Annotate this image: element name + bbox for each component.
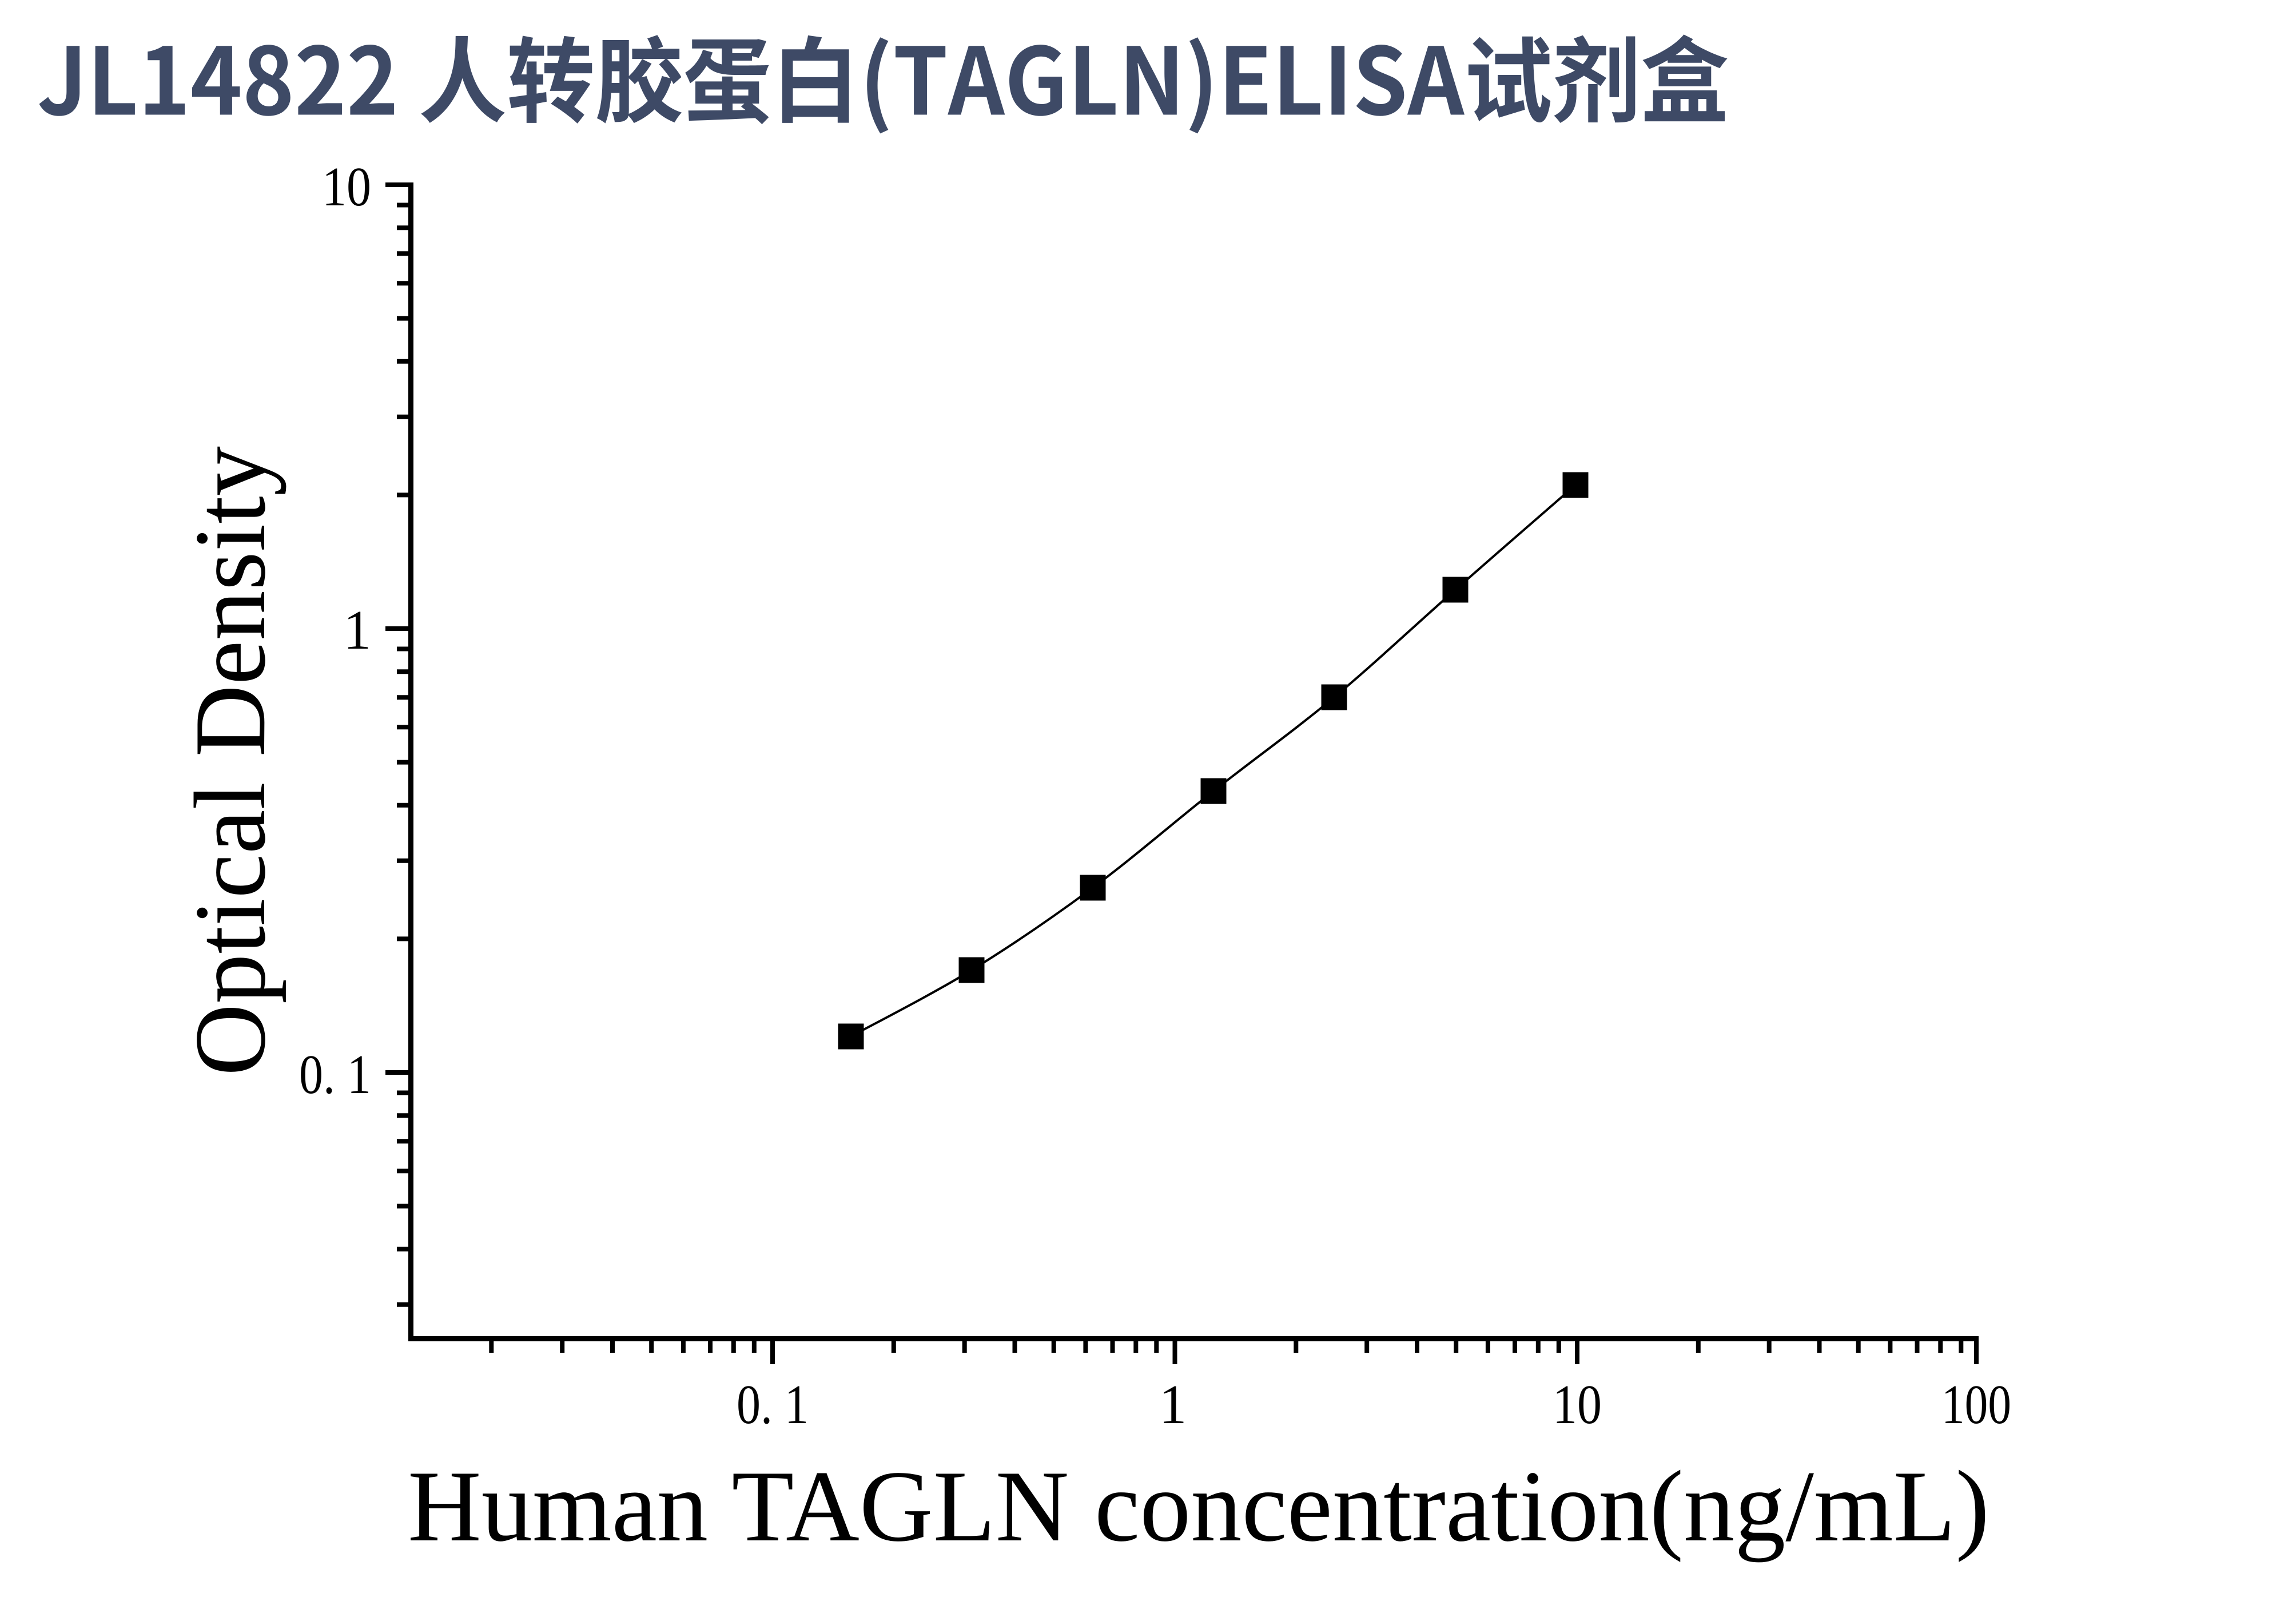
svg-text:1: 1 xyxy=(344,599,372,661)
svg-text:Optical Density: Optical Density xyxy=(173,446,286,1076)
svg-text:10: 10 xyxy=(322,156,371,217)
svg-text:10: 10 xyxy=(1553,1374,1602,1435)
svg-text:100: 100 xyxy=(1941,1374,2011,1435)
svg-text:0. 1: 0. 1 xyxy=(737,1374,809,1435)
svg-text:0. 1: 0. 1 xyxy=(299,1044,371,1105)
svg-text:1: 1 xyxy=(1159,1374,1187,1435)
svg-text:Human TAGLN concentration(ng/m: Human TAGLN concentration(ng/mL) xyxy=(408,1449,1989,1563)
